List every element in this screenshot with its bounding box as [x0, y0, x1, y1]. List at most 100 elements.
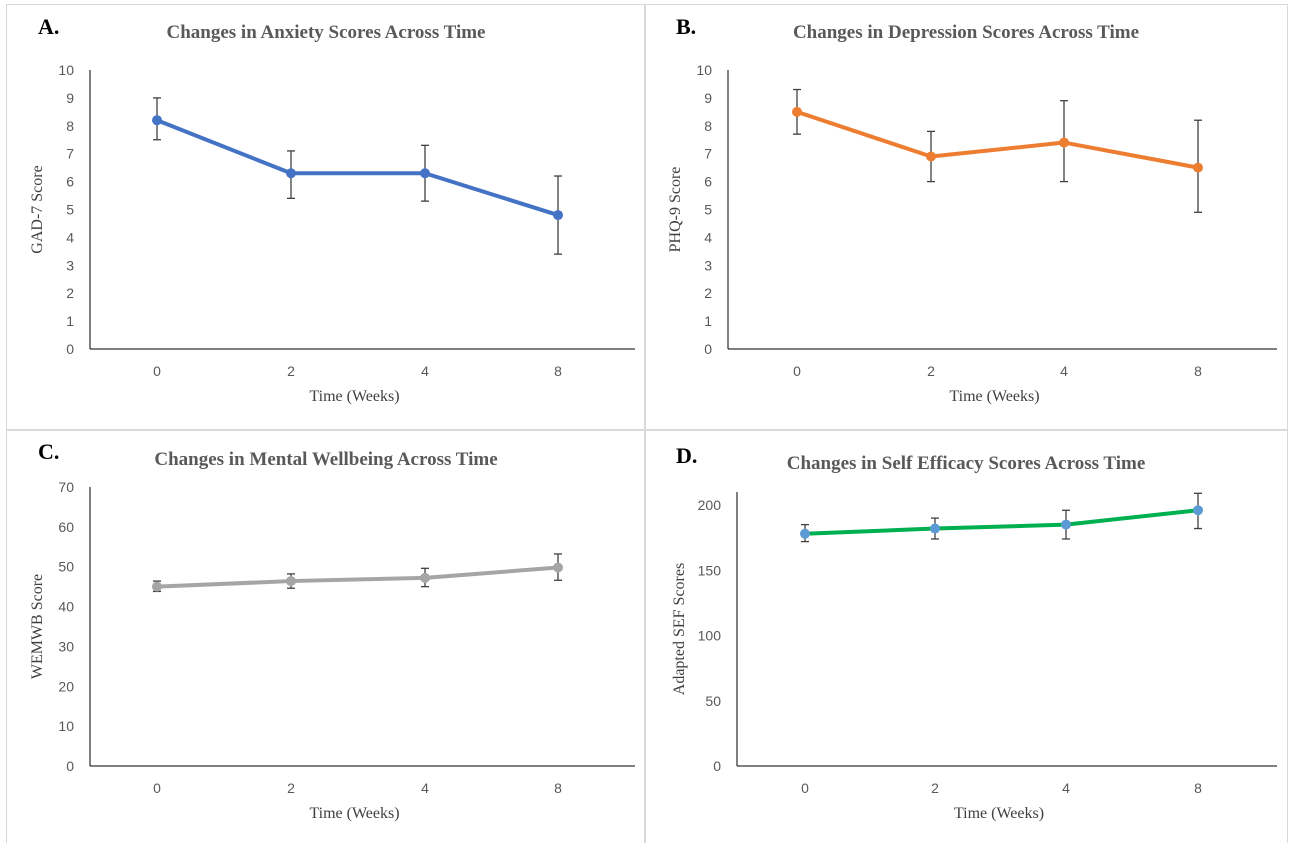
y-tick-label: 10	[58, 718, 74, 734]
x-tick-label: 4	[1062, 780, 1070, 796]
y-tick-label: 7	[704, 146, 712, 162]
x-axis-title: Time (Weeks)	[949, 388, 1039, 405]
x-tick-label: 2	[287, 363, 295, 379]
y-tick-label: 8	[704, 118, 712, 134]
y-axis-title: PHQ-9 Score	[667, 167, 684, 253]
chart-title: Changes in Anxiety Scores Across Time	[166, 22, 486, 43]
chart-svg: 0 10 20 30 40 50 60 70 0 2 4 8 Time (Weeks) WEMWB Sco…	[29, 479, 635, 822]
x-tick-label: 4	[1060, 363, 1068, 379]
x-axis-title: Time (Weeks)	[954, 805, 1044, 822]
data-point	[1059, 137, 1069, 148]
x-axis-title: Time (Weeks)	[309, 805, 399, 822]
data-point	[152, 115, 162, 126]
series-line	[796, 109, 1199, 170]
panel-border-top	[6, 4, 1288, 5]
chart-title: Changes in Depression Scores Across Time	[792, 22, 1140, 43]
y-tick-label: 5	[66, 202, 74, 218]
y-axis-title: Adapted SEF Scores	[671, 563, 688, 695]
x-tick-label: 2	[931, 780, 939, 796]
data-point	[553, 562, 563, 573]
x-tick-label: 8	[1194, 363, 1202, 379]
x-tick-label: 8	[554, 363, 562, 379]
y-tick-label: 150	[698, 562, 722, 578]
panel-letter: B.	[676, 14, 697, 39]
series-line	[804, 508, 1199, 536]
y-tick-label: 8	[66, 118, 74, 134]
y-tick-label: 0	[66, 341, 74, 357]
data-point	[1061, 519, 1071, 530]
x-tick-label: 8	[1194, 780, 1202, 796]
chart-title: Changes in Mental Wellbeing Across Time	[154, 449, 498, 470]
y-tick-label: 20	[58, 678, 74, 694]
x-tick-label: 0	[153, 363, 161, 379]
chart-panel-self-efficacy: D. Changes in Self Efficacy Scores Acros…	[648, 433, 1284, 843]
y-tick-label: 6	[704, 174, 712, 190]
data-point	[792, 106, 802, 117]
panel-letter: C.	[38, 439, 60, 464]
chart-svg: 0 50 100 150 200 0 2 4 8 Time (Weeks) Adapted SEF …	[671, 492, 1277, 822]
x-tick-label: 2	[287, 780, 295, 796]
y-tick-label: 50	[705, 693, 721, 709]
y-tick-label: 0	[704, 341, 712, 357]
panel-border-left	[6, 4, 7, 843]
series-line	[156, 565, 559, 589]
data-point	[800, 528, 810, 539]
y-tick-label: 50	[58, 559, 74, 575]
data-point	[420, 572, 430, 583]
chart-panel-depression: B. Changes in Depression Scores Across T…	[648, 8, 1284, 428]
x-tick-label: 2	[927, 363, 935, 379]
y-tick-label: 5	[704, 202, 712, 218]
x-tick-label: 0	[793, 363, 801, 379]
y-tick-label: 7	[66, 146, 74, 162]
data-point	[1193, 505, 1203, 516]
y-tick-label: 6	[66, 174, 74, 190]
chart-svg: 0 1 2 3 4 5 6 7 8 9 10 0 2 4 8 Time (Weeks) PHQ-9 Score	[667, 62, 1277, 405]
x-tick-label: 8	[554, 780, 562, 796]
y-tick-label: 60	[58, 519, 74, 535]
y-tick-label: 3	[66, 257, 74, 273]
y-tick-label: 2	[66, 285, 74, 301]
panel-border-right	[1287, 4, 1288, 843]
y-tick-label: 9	[66, 90, 74, 106]
data-point	[926, 151, 936, 162]
y-tick-label: 1	[704, 313, 712, 329]
panel-letter: D.	[676, 443, 698, 468]
y-tick-label: 30	[58, 638, 74, 654]
x-axis-title: Time (Weeks)	[309, 388, 399, 405]
y-tick-label: 70	[58, 479, 74, 495]
data-point	[1193, 162, 1203, 173]
panel-divider-vertical	[644, 4, 646, 843]
chart-panel-wellbeing: C. Changes in Mental Wellbeing Across Ti…	[10, 433, 642, 843]
chart-svg: 0 1 2 3 4 5 6 7 8 9 10 0 2 4 8 Time (Weeks) GAD-7 Score	[29, 62, 635, 405]
chart-title: Changes in Self Efficacy Scores Across T…	[786, 453, 1146, 474]
data-point	[553, 210, 563, 221]
y-tick-label: 0	[713, 758, 721, 774]
y-tick-label: 9	[704, 90, 712, 106]
y-tick-label: 4	[704, 229, 712, 245]
x-tick-label: 4	[421, 780, 429, 796]
y-tick-label: 2	[704, 285, 712, 301]
data-point	[286, 168, 296, 179]
x-tick-label: 0	[153, 780, 161, 796]
panel-letter: A.	[38, 14, 60, 39]
data-point	[930, 523, 940, 534]
y-tick-label: 0	[66, 758, 74, 774]
y-tick-label: 4	[66, 229, 74, 245]
chart-panel-anxiety: A. Changes in Anxiety Scores Across Time…	[10, 8, 642, 428]
y-axis-title: WEMWB Score	[29, 574, 46, 679]
y-tick-label: 200	[698, 497, 722, 513]
y-tick-label: 10	[58, 62, 74, 78]
y-tick-label: 10	[696, 62, 712, 78]
y-tick-label: 1	[66, 313, 74, 329]
series-line	[156, 118, 559, 217]
panel-divider-horizontal	[6, 429, 1288, 431]
data-point	[420, 168, 430, 179]
x-tick-label: 0	[801, 780, 809, 796]
y-tick-label: 40	[58, 599, 74, 615]
data-point	[286, 576, 296, 587]
data-point	[152, 581, 162, 592]
x-tick-label: 4	[421, 363, 429, 379]
y-axis-title: GAD-7 Score	[29, 165, 46, 253]
y-tick-label: 100	[698, 628, 722, 644]
y-tick-label: 3	[704, 257, 712, 273]
